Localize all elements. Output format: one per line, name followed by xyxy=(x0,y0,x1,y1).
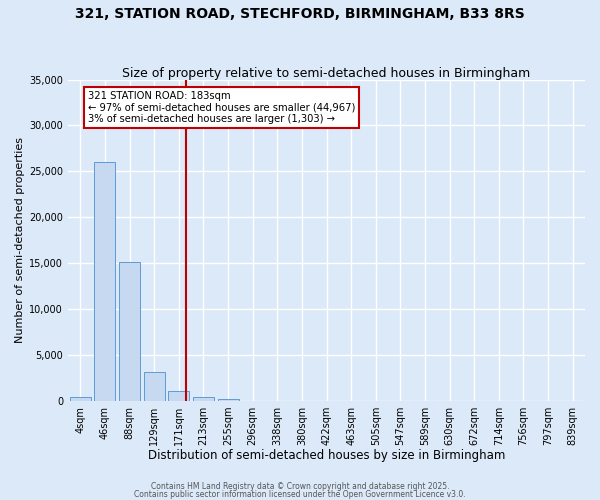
Text: 321, STATION ROAD, STECHFORD, BIRMINGHAM, B33 8RS: 321, STATION ROAD, STECHFORD, BIRMINGHAM… xyxy=(75,8,525,22)
Bar xyxy=(144,372,164,401)
Bar xyxy=(70,398,91,401)
Text: 321 STATION ROAD: 183sqm
← 97% of semi-detached houses are smaller (44,967)
3% o: 321 STATION ROAD: 183sqm ← 97% of semi-d… xyxy=(88,90,355,124)
Bar xyxy=(94,162,115,401)
Text: Contains public sector information licensed under the Open Government Licence v3: Contains public sector information licen… xyxy=(134,490,466,499)
Text: Contains HM Land Registry data © Crown copyright and database right 2025.: Contains HM Land Registry data © Crown c… xyxy=(151,482,449,491)
Bar xyxy=(119,262,140,401)
Y-axis label: Number of semi-detached properties: Number of semi-detached properties xyxy=(15,137,25,343)
Bar xyxy=(193,397,214,401)
Bar xyxy=(169,391,189,401)
Bar xyxy=(218,399,239,401)
Title: Size of property relative to semi-detached houses in Birmingham: Size of property relative to semi-detach… xyxy=(122,66,530,80)
X-axis label: Distribution of semi-detached houses by size in Birmingham: Distribution of semi-detached houses by … xyxy=(148,450,505,462)
